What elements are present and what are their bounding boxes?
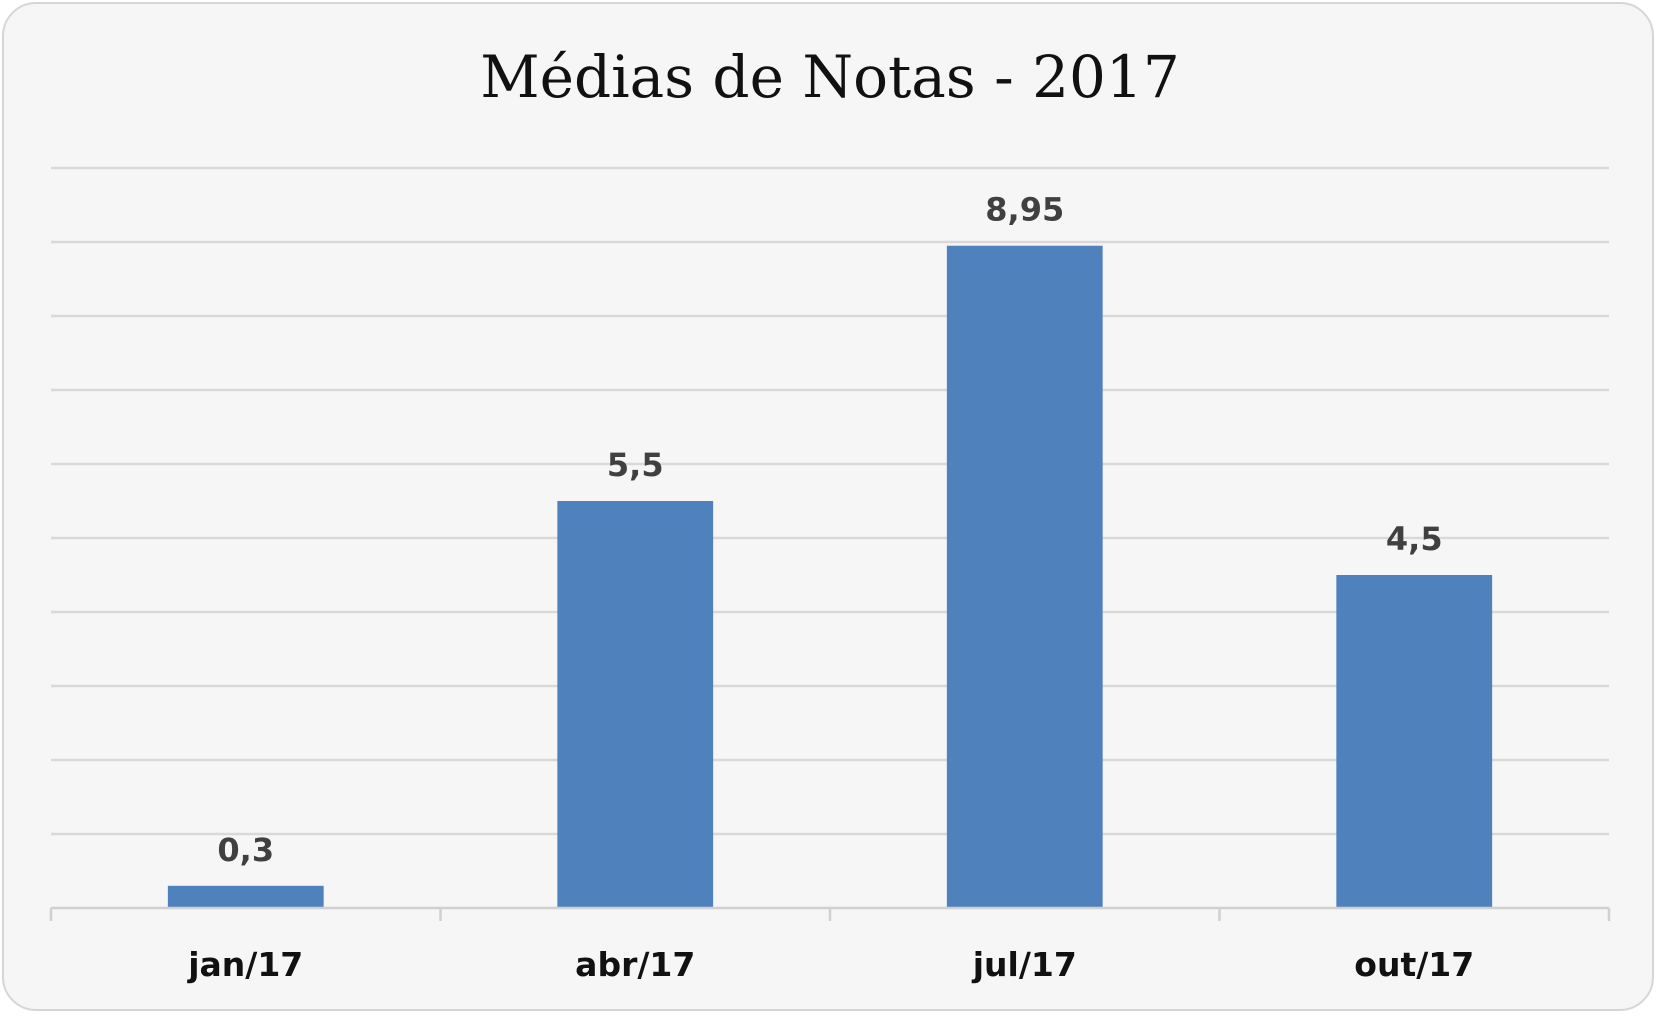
chart-title: Médias de Notas - 2017 xyxy=(480,43,1179,111)
data-labels: 0,3 5,5 8,95 4,5 xyxy=(217,191,1442,869)
bar-jul-17 xyxy=(946,245,1103,908)
category-labels: jan/17 abr/17 jul/17 out/17 xyxy=(186,945,1474,984)
bar-jan-17 xyxy=(167,885,324,908)
category-label: abr/17 xyxy=(575,945,695,984)
category-label: out/17 xyxy=(1354,945,1474,984)
data-label: 5,5 xyxy=(607,446,664,484)
data-label: 8,95 xyxy=(985,191,1064,229)
x-axis xyxy=(49,906,1611,921)
category-label: jul/17 xyxy=(971,945,1077,984)
data-label: 4,5 xyxy=(1386,520,1443,558)
bar-out-17 xyxy=(1336,575,1493,908)
data-label: 0,3 xyxy=(217,831,274,869)
bars xyxy=(167,245,1493,908)
bar-abr-17 xyxy=(557,501,714,908)
category-label: jan/17 xyxy=(186,945,303,984)
